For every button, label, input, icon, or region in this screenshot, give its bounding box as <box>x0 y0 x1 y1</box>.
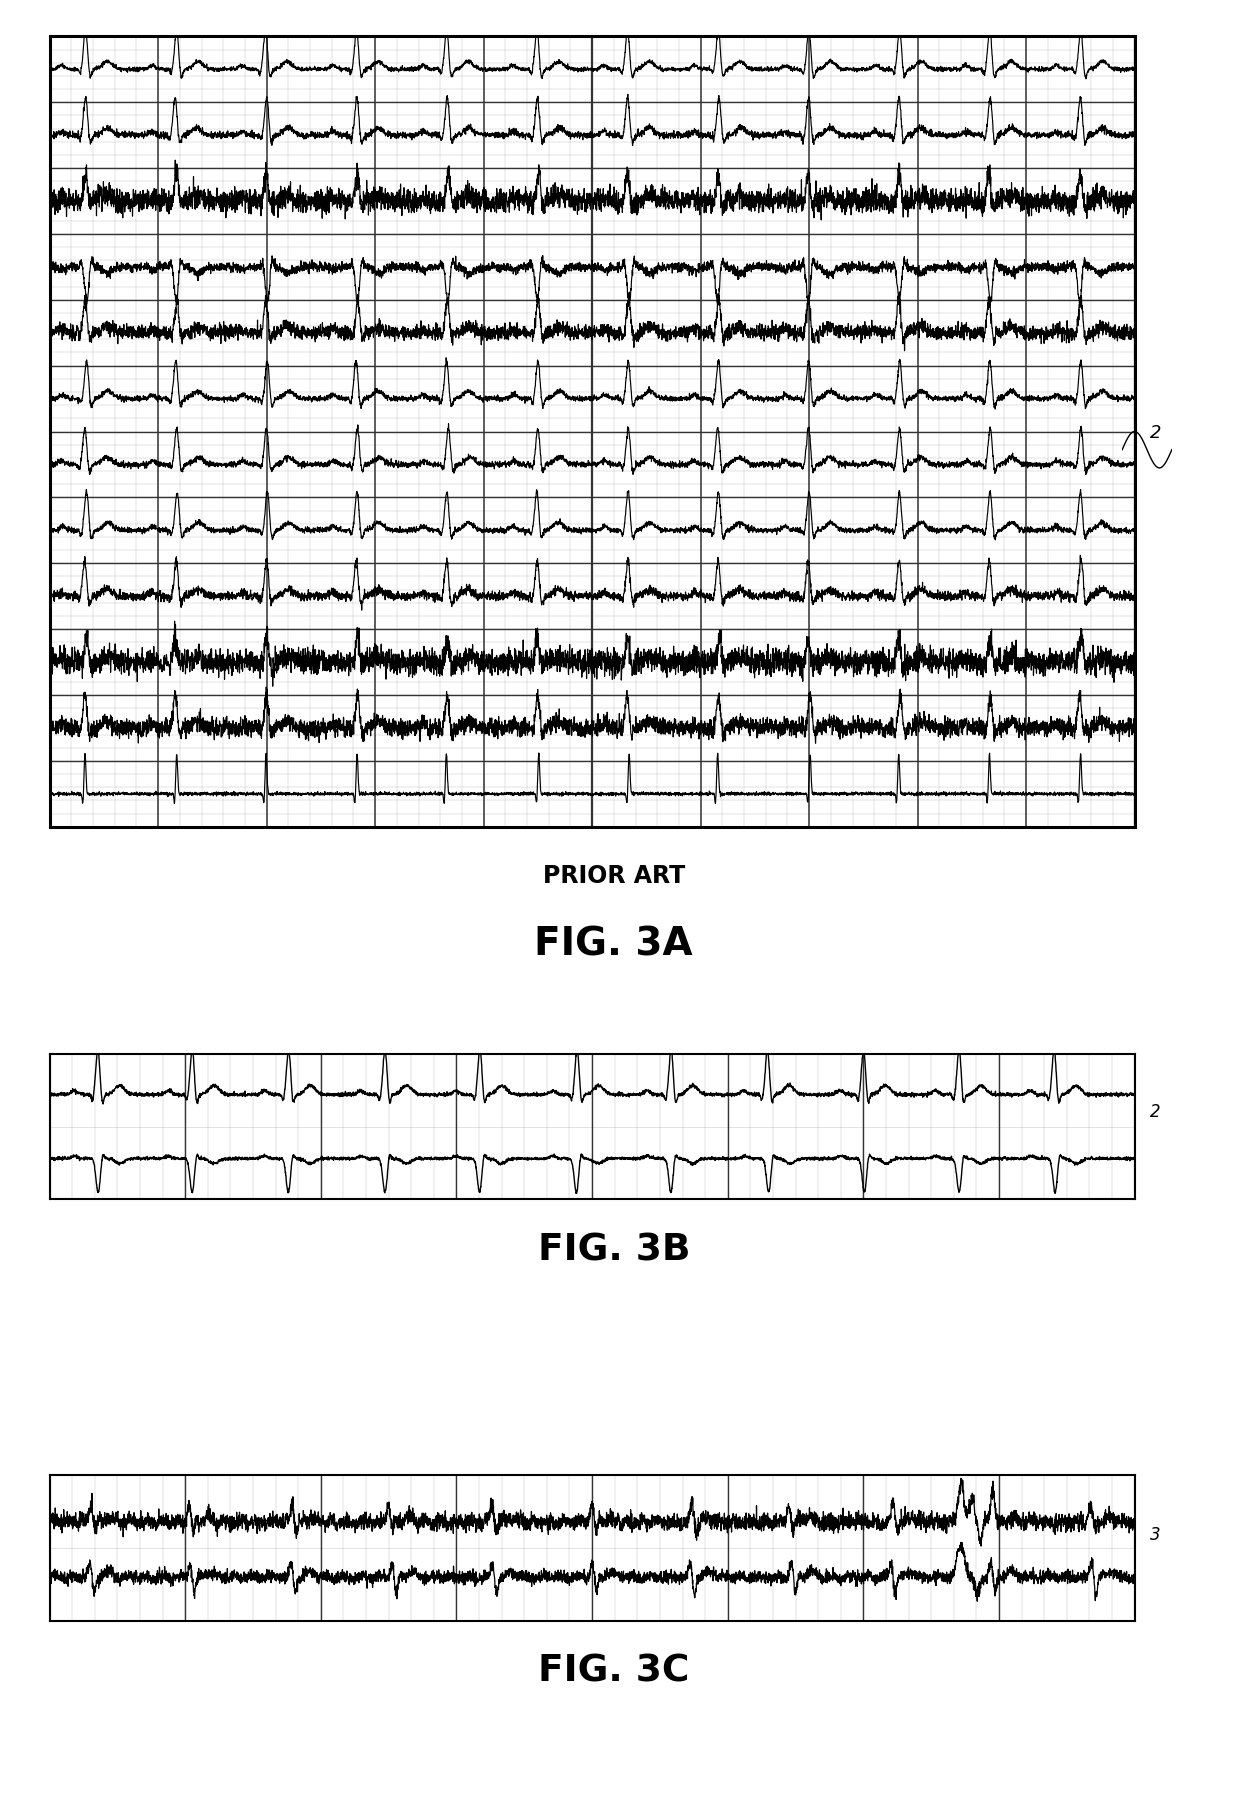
Text: 2: 2 <box>1149 1103 1161 1121</box>
Text: FIG. 3B: FIG. 3B <box>538 1232 689 1268</box>
Text: PRIOR ART: PRIOR ART <box>543 863 684 889</box>
Text: FIG. 3A: FIG. 3A <box>534 927 693 963</box>
Text: 3: 3 <box>1149 1526 1161 1544</box>
Text: FIG. 3C: FIG. 3C <box>538 1653 689 1690</box>
Text: 2: 2 <box>1149 423 1161 442</box>
